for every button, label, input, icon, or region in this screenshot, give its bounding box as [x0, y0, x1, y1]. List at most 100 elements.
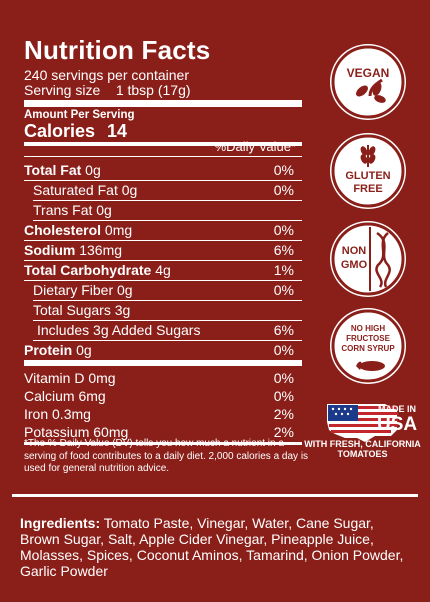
- wheat-icon: [331, 134, 405, 208]
- nutrient-amount: Trans Fat 0g: [33, 202, 112, 218]
- nutrient-divider: [24, 280, 302, 281]
- nutrient-amount: Calcium 6mg: [24, 388, 106, 404]
- nutrient-percent: 2%: [273, 406, 294, 422]
- usa-caption: WITH FRESH, CALIFORNIA TOMATOES: [304, 439, 421, 459]
- servings-per-container: 240 servings per container: [24, 67, 189, 83]
- amount-per-serving: Amount Per Serving: [24, 109, 135, 121]
- nutrient-name: Trans Fat 0g: [24, 202, 112, 218]
- nutrient-percent: 1%: [273, 262, 294, 278]
- daily-value-footnote: *The % Daily Value (DV) tells you how mu…: [24, 438, 309, 474]
- nutrient-percent: [254, 202, 294, 218]
- nutrient-name: Calcium 6mg: [24, 388, 106, 404]
- nutrient-divider: [33, 340, 302, 341]
- made-in-label: MADE IN: [378, 404, 416, 414]
- nutrient-name: Sodium 136mg: [24, 242, 122, 258]
- nutrient-name: Potassium 60mg: [24, 424, 128, 440]
- rule-thin: [24, 156, 302, 157]
- nutrient-amount: 0g: [81, 162, 101, 178]
- gluten-free-label-2: FREE: [353, 183, 383, 195]
- no-hfcs-label-2: FRUCTOSE: [346, 334, 390, 343]
- nutrient-bottom-rule: [24, 442, 302, 445]
- nutrient-name-bold: Protein: [24, 342, 73, 358]
- nutrient-name: Saturated Fat 0g: [24, 182, 137, 198]
- nutrient-name: Total Fat 0g: [24, 162, 101, 178]
- nutrient-amount: Saturated Fat 0g: [33, 182, 138, 198]
- serving-size: Serving size 1 tbsp (17g): [24, 82, 191, 98]
- calories-row: Calories 14: [24, 121, 127, 141]
- nutrient-amount: 0mg: [101, 222, 133, 238]
- nutrient-name: Protein 0g: [24, 342, 92, 358]
- nutrient-amount: Vitamin D 0mg: [24, 370, 116, 386]
- nutrient-divider: [24, 360, 302, 366]
- nutrient-percent: 6%: [273, 242, 294, 258]
- daily-value-header: %Daily Value*: [214, 139, 296, 154]
- nutrient-row: Calcium 6mg 0%: [24, 388, 294, 404]
- nutrient-row: Total Fat 0g 0%: [24, 162, 294, 178]
- nutrient-divider: [24, 260, 302, 261]
- nutrient-row: Dietary Fiber 0g 0%: [24, 282, 294, 298]
- vegan-icon: [331, 45, 405, 119]
- non-gmo-badge: NON GMO: [330, 221, 406, 297]
- nutrient-percent: 0%: [273, 162, 294, 178]
- nutrient-row: Includes 3g Added Sugars 6%: [24, 322, 294, 338]
- non-gmo-label-1: NON: [341, 245, 367, 257]
- nutrient-row: Cholesterol 0mg 0%: [24, 222, 294, 238]
- ingredients-label: Ingredients:: [20, 515, 101, 531]
- nutrient-divider: [24, 240, 302, 241]
- nutrient-divider: [24, 180, 302, 181]
- nutrient-percent: 0%: [273, 222, 294, 238]
- nutrient-percent: 0%: [273, 342, 294, 358]
- gluten-free-badge: GLUTEN FREE: [330, 133, 406, 209]
- corn-icon: [331, 309, 405, 383]
- nutrient-name: Includes 3g Added Sugars: [24, 322, 200, 338]
- vegan-label: VEGAN: [346, 66, 390, 80]
- nutrient-percent: 6%: [273, 322, 294, 338]
- nutrient-name-bold: Total Carbohydrate: [24, 262, 152, 278]
- nutrient-row: Sodium 136mg 6%: [24, 242, 294, 258]
- nutrient-name: Cholesterol 0mg: [24, 222, 132, 238]
- nutrient-name: Total Carbohydrate 4g: [24, 262, 171, 278]
- ingredients-text: Tomato Paste, Vinegar, Water, Cane Sugar…: [20, 515, 404, 579]
- nutrient-name: Vitamin D 0mg: [24, 370, 116, 386]
- nutrient-divider: [33, 220, 302, 221]
- nutrient-percent: [254, 302, 294, 318]
- nutrition-title: Nutrition Facts: [24, 35, 211, 65]
- nutrient-row: Vitamin D 0mg 0%: [24, 370, 294, 386]
- nutrient-percent: 0%: [273, 388, 294, 404]
- nutrient-amount: Total Sugars 3g: [33, 302, 131, 318]
- nutrient-divider: [33, 200, 302, 201]
- vegan-badge: VEGAN: [330, 44, 406, 120]
- usa-label: USA: [377, 414, 418, 435]
- ingredients-divider: [12, 494, 418, 497]
- nutrient-amount: 0g: [72, 342, 92, 358]
- nutrient-name-bold: Total Fat: [24, 162, 82, 178]
- thick-rule-top: [24, 100, 302, 107]
- calories-label: Calories: [24, 121, 96, 141]
- nutrient-amount: Iron 0.3mg: [24, 406, 91, 422]
- nutrient-row: Total Sugars 3g: [24, 302, 294, 318]
- nutrient-name-bold: Cholesterol: [24, 222, 102, 238]
- nutrient-amount: Potassium 60mg: [24, 424, 129, 440]
- usa-map-icon: [327, 404, 398, 442]
- nutrition-panel: Nutrition Facts 240 servings per contain…: [24, 36, 300, 98]
- nutrient-divider: [33, 320, 302, 321]
- no-hfcs-label-1: NO HIGH: [350, 324, 386, 333]
- nutrient-name: Total Sugars 3g: [24, 302, 130, 318]
- nutrient-percent: 0%: [273, 370, 294, 386]
- thick-rule-calories: [24, 142, 302, 146]
- nutrient-amount: 4g: [151, 262, 171, 278]
- nutrient-row: Potassium 60mg 2%: [24, 424, 294, 440]
- ingredients-block: Ingredients: Tomato Paste, Vinegar, Wate…: [20, 515, 415, 579]
- no-hfcs-label-3: CORN SYRUP: [341, 344, 395, 353]
- nutrient-amount: Includes 3g Added Sugars: [37, 322, 201, 338]
- nutrient-amount: 136mg: [75, 242, 123, 258]
- nutrient-row: Saturated Fat 0g 0%: [24, 182, 294, 198]
- no-hfcs-badge: NO HIGH FRUCTOSE CORN SYRUP: [330, 308, 406, 384]
- gluten-free-label-1: GLUTEN: [345, 170, 391, 182]
- non-gmo-label-2: GMO: [340, 259, 368, 271]
- calories-value: 14: [107, 121, 128, 141]
- nutrient-name: Dietary Fiber 0g: [24, 282, 133, 298]
- nutrient-amount: Dietary Fiber 0g: [33, 282, 133, 298]
- nutrient-percent: 2%: [273, 424, 294, 440]
- nutrient-list: Total Fat 0g 0% Saturated Fat 0g 0% Trans Fa…: [24, 162, 302, 445]
